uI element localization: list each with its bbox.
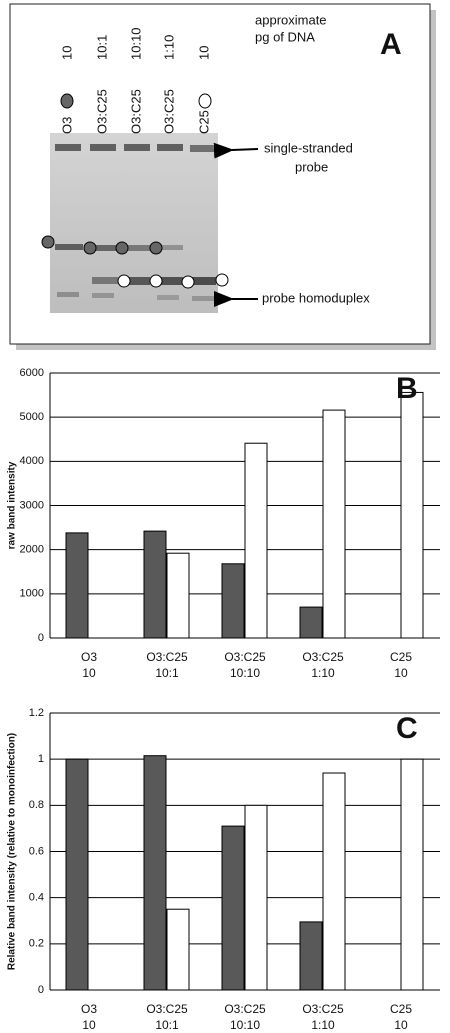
- bar: [221, 563, 245, 639]
- x-tick-label: O3: [81, 1002, 97, 1016]
- x-tick-label: O3: [81, 650, 97, 664]
- x-tick-label: 1:10: [311, 666, 335, 680]
- lane-amount: 1:10: [161, 35, 176, 60]
- lane-amount: 10: [59, 46, 74, 60]
- y-tick-label: 0: [38, 984, 44, 996]
- bar: [322, 409, 346, 639]
- y-tick-label: 1: [38, 753, 44, 765]
- bar: [221, 825, 245, 991]
- gel-heading: approximate: [255, 12, 327, 27]
- x-tick-label: O3:C25: [146, 1002, 188, 1016]
- bar: [299, 606, 323, 639]
- x-tick-label: 10:10: [230, 666, 260, 680]
- bar: [65, 758, 89, 991]
- lane-name: O3:C25: [94, 89, 109, 134]
- x-tick-label: C25: [390, 650, 412, 664]
- panel-letter: B: [396, 372, 418, 405]
- y-tick-label: 1.2: [29, 707, 44, 719]
- panel-letter: C: [396, 712, 418, 745]
- y-axis-label: Relative band intensity (relative to mon…: [7, 733, 18, 970]
- x-tick-label: O3:C25: [224, 650, 266, 664]
- y-tick-label: 0.4: [29, 892, 44, 904]
- x-tick-label: 10: [394, 666, 408, 680]
- lane-name: C25: [196, 110, 211, 134]
- x-tick-label: O3:C25: [302, 650, 344, 664]
- bar: [299, 921, 323, 991]
- y-tick-label: 0.8: [29, 799, 44, 811]
- y-tick-label: 0.6: [29, 845, 44, 857]
- lane-markers: [41, 93, 229, 289]
- x-tick-label: O3:C25: [224, 1002, 266, 1016]
- gel-panel: approximate pg of DNA A single-stranded …: [9, 3, 436, 350]
- arrow: [213, 142, 259, 159]
- lane-name: O3: [59, 117, 74, 134]
- x-tick-label: 10: [82, 666, 96, 680]
- y-axis-label: raw band intensity: [7, 461, 18, 549]
- y-tick-label: 2000: [20, 544, 44, 556]
- x-tick-label: O3:C25: [146, 650, 188, 664]
- x-tick-label: 1:10: [311, 1018, 335, 1032]
- bar: [166, 552, 190, 639]
- bar: [143, 755, 167, 991]
- lane-amount: 10:1: [94, 35, 109, 60]
- gel-heading: pg of DNA: [255, 29, 315, 44]
- y-tick-label: 6000: [20, 367, 44, 379]
- x-tick-label: O3:C25: [302, 1002, 344, 1016]
- y-tick-label: 5000: [20, 411, 44, 423]
- bar: [244, 804, 268, 991]
- y-tick-label: 0.2: [29, 938, 44, 950]
- lane-amount: 10:10: [128, 27, 143, 60]
- bar: [400, 758, 424, 991]
- gel-bands: [55, 144, 216, 301]
- bar: [400, 391, 424, 639]
- lane-name: O3:C25: [161, 89, 176, 134]
- x-tick-label: 10:10: [230, 1018, 260, 1032]
- bar: [166, 908, 190, 991]
- x-tick-label: 10:1: [155, 1018, 179, 1032]
- bar: [244, 442, 268, 639]
- x-tick-label: C25: [390, 1002, 412, 1016]
- y-tick-label: 1000: [20, 588, 44, 600]
- x-tick-label: 10:1: [155, 666, 179, 680]
- x-tick-label: 10: [82, 1018, 96, 1032]
- bar: [322, 772, 346, 991]
- panel-letter: A: [380, 28, 402, 61]
- lane-amount: 10: [196, 46, 211, 60]
- bar: [143, 530, 167, 639]
- y-tick-label: 0: [38, 632, 44, 644]
- band-label: single-stranded: [264, 140, 353, 155]
- x-tick-label: 10: [394, 1018, 408, 1032]
- y-tick-label: 4000: [20, 455, 44, 467]
- band-label: probe homoduplex: [262, 290, 370, 305]
- band-label: probe: [295, 159, 328, 174]
- lane-name: O3:C25: [128, 89, 143, 134]
- y-tick-label: 3000: [20, 499, 44, 511]
- bar: [65, 532, 89, 639]
